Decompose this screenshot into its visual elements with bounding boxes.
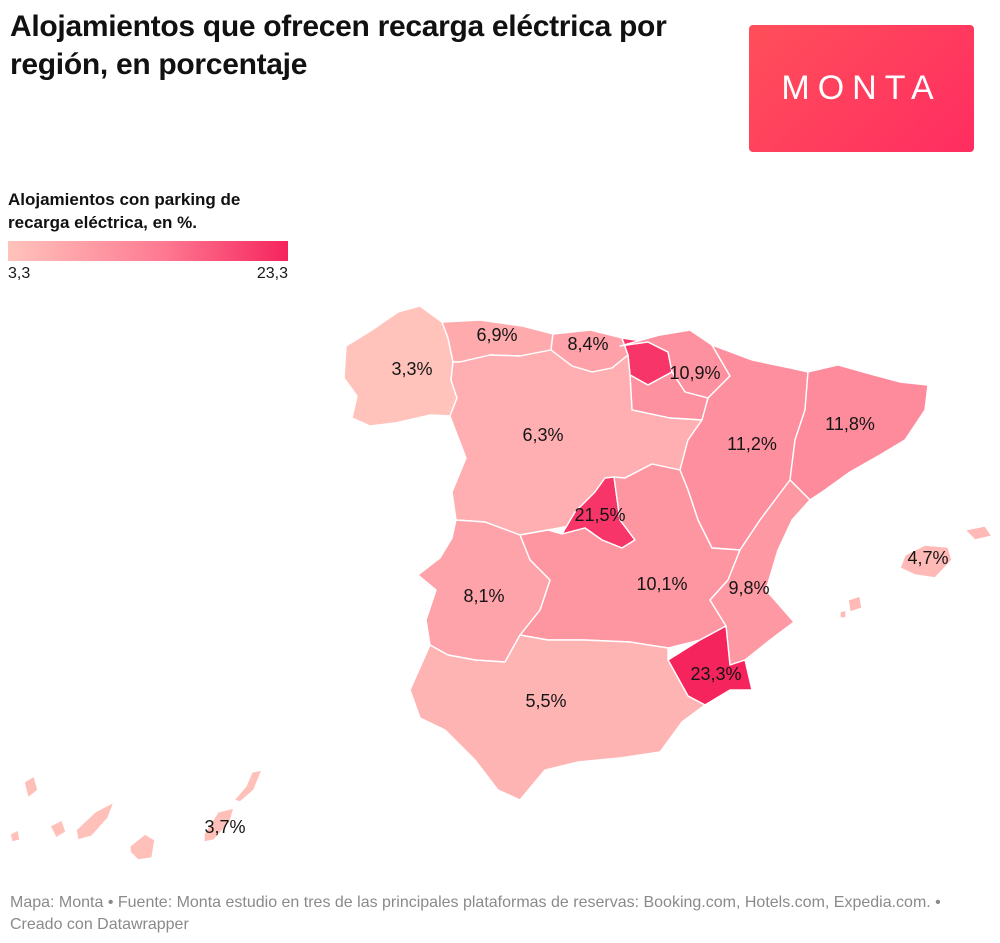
value-label-valencia: 9,8%: [728, 578, 769, 598]
value-label-aragon: 11,2%: [727, 434, 777, 454]
value-label-canarias: 3,7%: [204, 817, 245, 837]
region-baleares[interactable]: [839, 525, 993, 619]
chart-title: Alojamientos que ofrecen recarga eléctri…: [10, 10, 667, 81]
value-label-castilla-la-mancha: 10,1%: [636, 574, 687, 594]
legend-gradient-bar: [8, 241, 288, 261]
value-label-cataluna: 11,8%: [825, 414, 875, 434]
value-label-asturias: 6,9%: [476, 325, 517, 345]
region-value-labels: 3,3% 6,9% 8,4% 10,9% 6,3% 11,2% 11,8% 21,5% 8,1%…: [204, 325, 948, 837]
value-label-andalucia: 5,5%: [525, 691, 566, 711]
spain-choropleth-map: 3,3% 6,9% 8,4% 10,9% 6,3% 11,2% 11,8% 21,5% 8,1%…: [9, 305, 993, 861]
legend-title: Alojamientos con parking de recarga eléc…: [8, 190, 241, 232]
value-label-navarra: 10,9%: [669, 363, 720, 383]
value-label-extremadura: 8,1%: [463, 586, 504, 606]
value-label-castilla-y-leon: 6,3%: [522, 425, 563, 445]
monta-logo: MONTA: [749, 25, 974, 152]
value-label-baleares: 4,7%: [907, 548, 948, 568]
value-label-madrid: 21,5%: [574, 505, 625, 525]
logo-text: MONTA: [781, 69, 942, 107]
region-cataluna[interactable]: [789, 364, 929, 501]
value-label-murcia: 23,3%: [690, 664, 741, 684]
value-label-cantabria: 8,4%: [567, 334, 608, 354]
legend-ticks: 3,3 23,3: [8, 265, 288, 283]
region-andalucia[interactable]: [409, 634, 706, 801]
source-footer: Mapa: Monta • Fuente: Monta estudio en t…: [10, 894, 941, 933]
region-murcia[interactable]: [667, 625, 753, 706]
color-legend: Alojamientos con parking de recarga eléc…: [8, 188, 308, 283]
value-label-galicia: 3,3%: [391, 359, 432, 379]
legend-max-label: 23,3: [256, 265, 288, 282]
legend-min-label: 3,3: [8, 265, 31, 282]
region-canarias[interactable]: [9, 769, 263, 861]
